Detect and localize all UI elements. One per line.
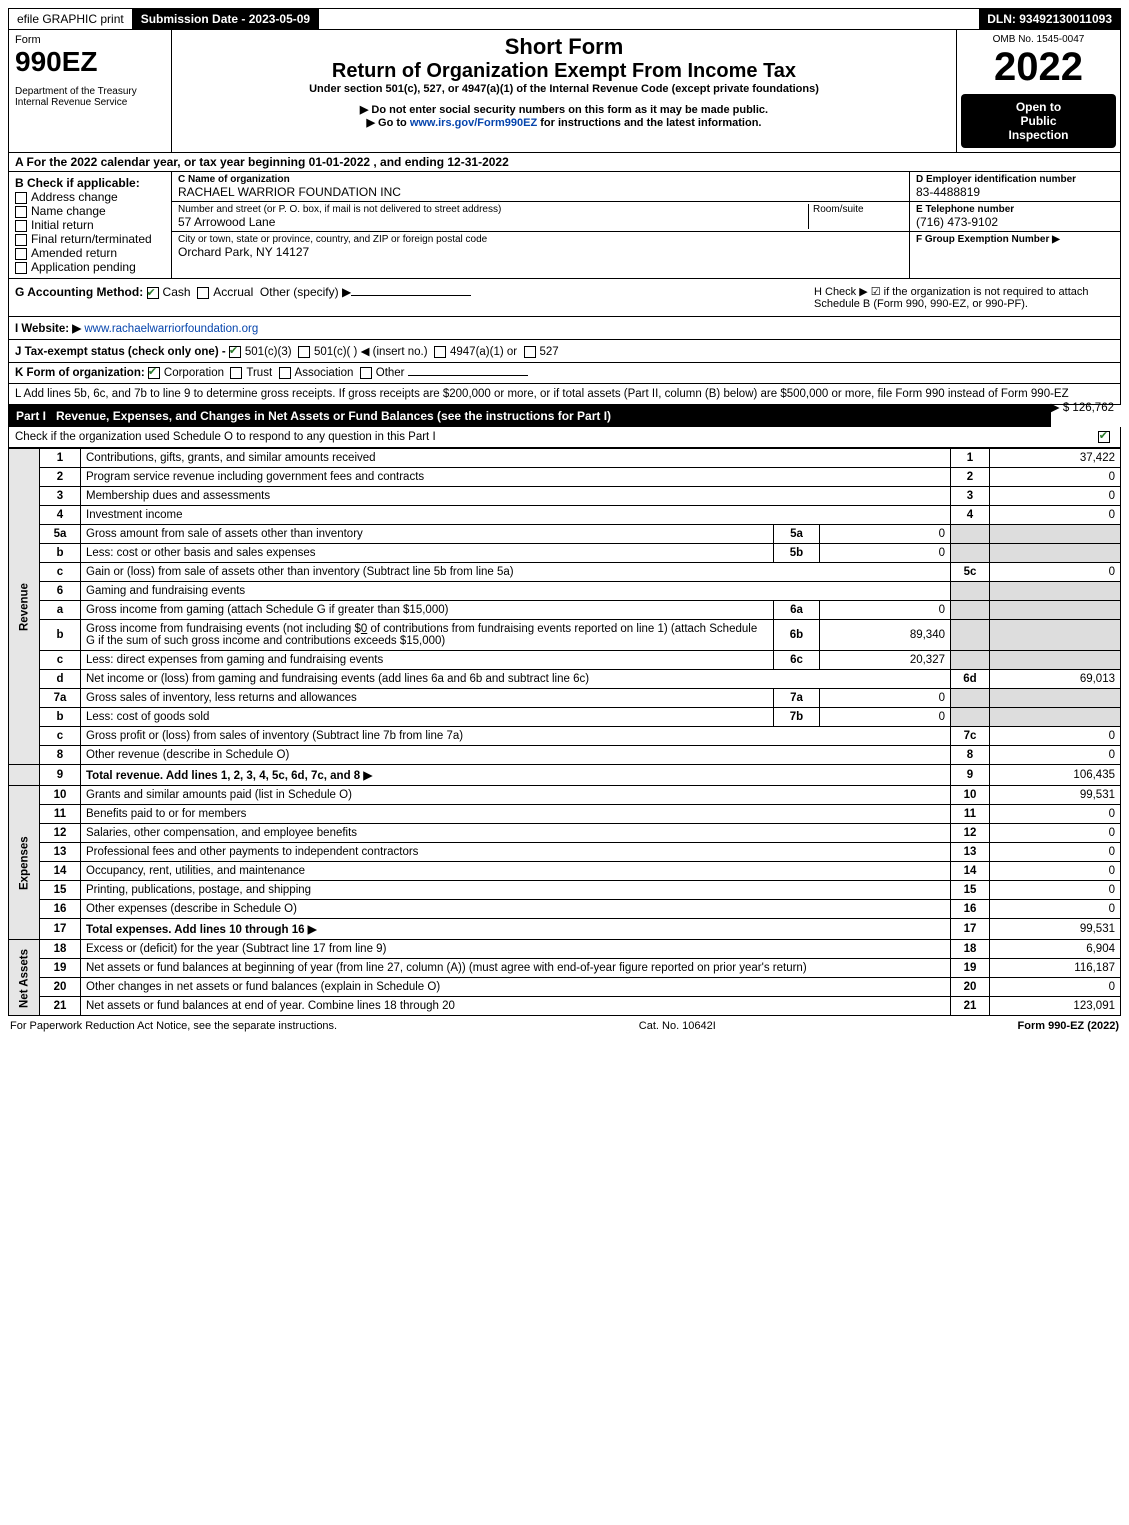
irs-label: Internal Revenue Service [15,97,165,108]
irs-link[interactable]: www.irs.gov/Form990EZ [410,117,537,129]
chk-cash[interactable] [147,287,159,299]
other-method-input[interactable] [351,295,471,296]
chk-accrual[interactable] [197,287,209,299]
chk-501c3[interactable] [229,346,241,358]
c-name-label: C Name of organization [178,174,903,185]
accounting-row: G Accounting Method: Cash Accrual Other … [8,279,1121,317]
goto-note: ▶ Go to www.irs.gov/Form990EZ for instru… [176,116,952,129]
e-phone-label: E Telephone number [916,204,1114,215]
dln: DLN: 93492130011093 [979,9,1120,29]
part1-header: Part I Revenue, Expenses, and Changes in… [8,405,1051,427]
main-title: Return of Organization Exempt From Incom… [176,60,952,83]
line-1-amt: 37,422 [990,449,1121,468]
line-6b-fill: 0 [361,623,367,635]
org-city: Orchard Park, NY 14127 [178,245,903,259]
dept-label: Department of the Treasury [15,86,165,97]
d-ein-label: D Employer identification number [916,174,1114,185]
f-group-label: F Group Exemption Number ▶ [916,234,1114,245]
phone: (716) 473-9102 [916,215,1114,229]
room-label: Room/suite [813,204,903,215]
side-netassets: Net Assets [9,940,40,1016]
chk-initial[interactable]: Initial return [15,218,165,232]
chk-trust[interactable] [230,367,242,379]
chk-527[interactable] [524,346,536,358]
form-number: 990EZ [15,46,165,78]
chk-assoc[interactable] [279,367,291,379]
part1-check-row: Check if the organization used Schedule … [8,427,1121,448]
part1-table: Revenue 1 Contributions, gifts, grants, … [8,448,1121,1016]
side-revenue: Revenue [9,449,40,765]
chk-corp[interactable] [148,367,160,379]
side-expenses: Expenses [9,786,40,940]
ssn-note: ▶ Do not enter social security numbers o… [176,103,952,116]
other-org-input[interactable] [408,375,528,376]
chk-501c[interactable] [298,346,310,358]
footer-mid: Cat. No. 10642I [639,1020,716,1032]
page-footer: For Paperwork Reduction Act Notice, see … [8,1016,1121,1036]
subtitle: Under section 501(c), 527, or 4947(a)(1)… [176,83,952,95]
top-bar: efile GRAPHIC print Submission Date - 20… [8,8,1121,30]
tax-year: 2022 [961,45,1116,90]
website-link[interactable]: www.rachaelwarriorfoundation.org [84,323,258,335]
section-b-label: B Check if applicable: [15,176,165,190]
footer-right: Form 990-EZ (2022) [1018,1020,1119,1032]
org-street: 57 Arrowood Lane [178,215,808,229]
org-name: RACHAEL WARRIOR FOUNDATION INC [178,185,903,199]
chk-name[interactable]: Name change [15,204,165,218]
omb: OMB No. 1545-0047 [961,34,1116,45]
section-h: H Check ▶ ☑ if the organization is not r… [814,285,1114,310]
section-a-period: A For the 2022 calendar year, or tax yea… [8,153,1121,172]
efile-label: efile GRAPHIC print [9,9,133,29]
chk-address[interactable]: Address change [15,190,165,204]
chk-final[interactable]: Final return/terminated [15,232,165,246]
c-street-label: Number and street (or P. O. box, if mail… [178,204,808,215]
chk-4947[interactable] [434,346,446,358]
c-city-label: City or town, state or province, country… [178,234,903,245]
open-to-public: Open to Public Inspection [961,94,1116,148]
form-org-row: K Form of organization: Corporation Trus… [8,363,1121,384]
gross-receipts-row: L Add lines 5b, 6c, and 7b to line 9 to … [8,384,1121,405]
submission-date: Submission Date - 2023-05-09 [133,9,319,29]
short-form-title: Short Form [176,34,952,60]
chk-other-org[interactable] [360,367,372,379]
g-label: G Accounting Method: [15,285,143,299]
website-row: I Website: ▶ www.rachaelwarriorfoundatio… [8,317,1121,340]
gross-receipts-amt: ▶ $ 126,762 [1051,400,1114,414]
chk-amended[interactable]: Amended return [15,246,165,260]
line-1-desc: Contributions, gifts, grants, and simila… [81,449,951,468]
chk-scho[interactable] [1098,431,1110,443]
ein: 83-4488819 [916,185,1114,199]
tax-exempt-row: J Tax-exempt status (check only one) - 5… [8,340,1121,363]
entity-block: B Check if applicable: Address change Na… [8,172,1121,279]
form-word: Form [15,34,165,46]
chk-pending[interactable]: Application pending [15,260,165,274]
form-header: Form 990EZ Department of the Treasury In… [8,30,1121,153]
footer-left: For Paperwork Reduction Act Notice, see … [10,1020,337,1032]
